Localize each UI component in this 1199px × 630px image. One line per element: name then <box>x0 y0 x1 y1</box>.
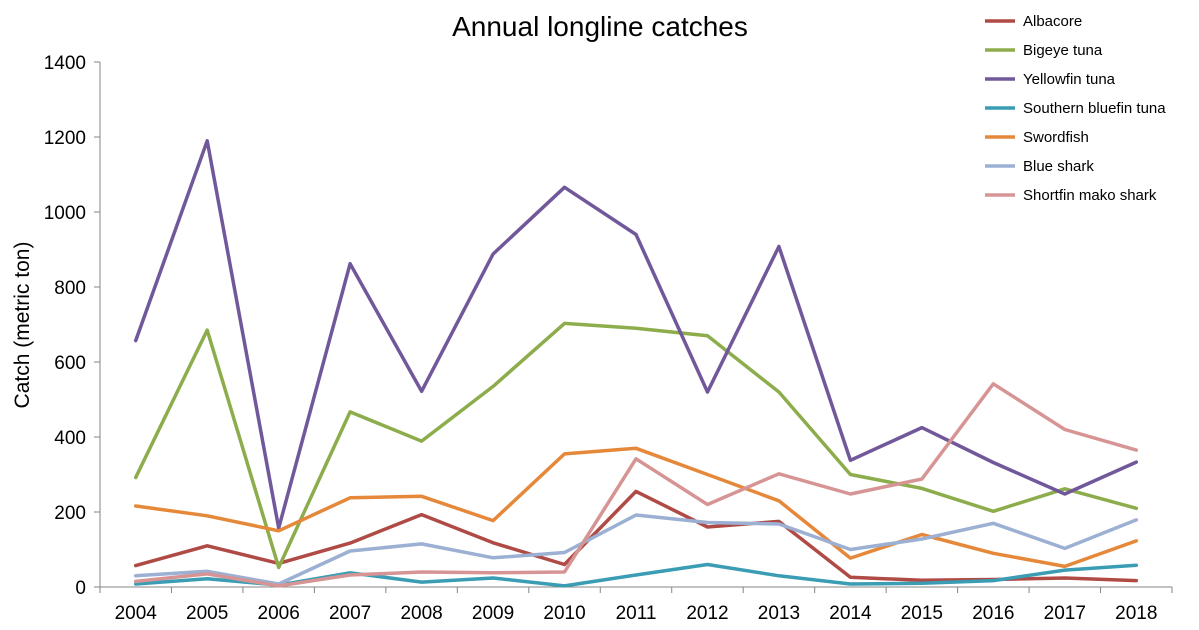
x-tick-label: 2010 <box>543 603 585 624</box>
series-line-bigeye-tuna <box>133 321 1139 570</box>
legend-label-southern-bluefin-tuna: Southern bluefin tuna <box>1023 100 1166 117</box>
x-tick-label: 2015 <box>901 603 943 624</box>
y-axis-label: Catch (metric ton) <box>11 242 34 409</box>
x-tick-label: 2014 <box>829 603 872 624</box>
x-tick-label: 2012 <box>686 603 728 624</box>
legend-label-bigeye-tuna: Bigeye tuna <box>1023 42 1103 59</box>
series-line-swordfish <box>133 446 1139 569</box>
y-tick-label: 800 <box>54 278 86 299</box>
y-tick-label: 1200 <box>44 128 86 149</box>
series-line-southern-bluefin-tuna <box>133 562 1139 588</box>
y-tick-label: 1400 <box>44 53 86 74</box>
x-tick-label: 2008 <box>400 603 442 624</box>
x-tick-label: 2005 <box>186 603 228 624</box>
series-group <box>133 139 1139 588</box>
y-tick-label: 400 <box>54 428 86 449</box>
x-tick-label: 2016 <box>972 603 1014 624</box>
series-line-shortfin-mako-shark <box>133 382 1139 588</box>
y-tick-label: 600 <box>54 353 86 374</box>
x-tick-label: 2004 <box>115 603 158 624</box>
x-tick-label: 2007 <box>329 603 371 624</box>
x-tick-label: 2009 <box>472 603 514 624</box>
legend-label-yellowfin-tuna: Yellowfin tuna <box>1023 71 1116 88</box>
legend-label-swordfish: Swordfish <box>1023 129 1089 146</box>
series-line-yellowfin-tuna <box>133 139 1139 530</box>
legend-label-albacore: Albacore <box>1023 13 1082 30</box>
y-tick-label: 200 <box>54 503 86 524</box>
x-tick-label: 2006 <box>258 603 300 624</box>
chart-title: Annual longline catches <box>452 11 748 42</box>
x-tick-label: 2018 <box>1115 603 1157 624</box>
legend-label-blue-shark: Blue shark <box>1023 158 1094 175</box>
legend: Albacore Bigeye tuna Yellowfin tuna Souther… <box>985 13 1166 204</box>
y-tick-label: 0 <box>75 578 86 599</box>
series-line-blue-shark <box>133 513 1139 586</box>
axes: 0 200 400 600 800 1000 1200 1400 2004 2005 2006 200… <box>44 53 1173 624</box>
legend-label-shortfin-mako-shark: Shortfin mako shark <box>1023 187 1157 204</box>
x-tick-label: 2011 <box>616 603 657 624</box>
y-tick-label: 1000 <box>44 203 86 224</box>
x-tick-label: 2017 <box>1044 603 1086 624</box>
x-tick-label: 2013 <box>758 603 800 624</box>
